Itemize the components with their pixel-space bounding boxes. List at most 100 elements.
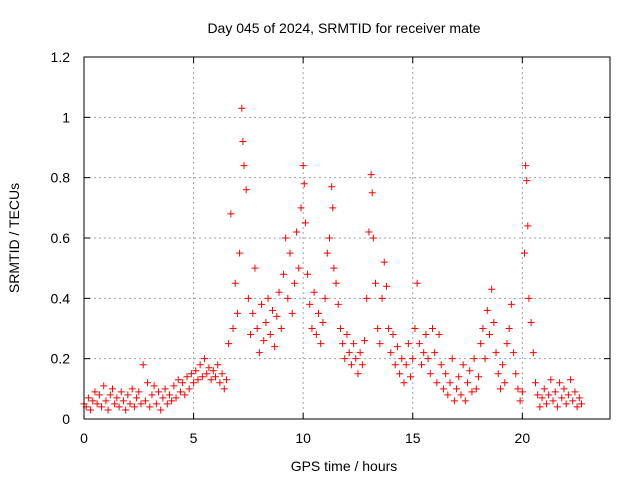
- data-point: [567, 376, 575, 384]
- data-point: [409, 355, 417, 363]
- data-point: [260, 337, 268, 345]
- data-point: [549, 397, 557, 405]
- data-point: [367, 171, 375, 179]
- data-point: [183, 373, 191, 381]
- data-point: [328, 183, 336, 191]
- data-point: [545, 391, 553, 399]
- data-point: [323, 249, 331, 257]
- data-point: [418, 361, 426, 369]
- data-point: [376, 340, 384, 348]
- data-point: [345, 349, 353, 357]
- data-point: [492, 349, 500, 357]
- data-point: [450, 397, 458, 405]
- data-point: [503, 340, 511, 348]
- y-tick-label: 0: [62, 411, 70, 427]
- data-point: [514, 385, 522, 393]
- data-point: [531, 379, 539, 387]
- data-point: [100, 382, 108, 390]
- data-point: [472, 385, 480, 393]
- data-point: [393, 343, 401, 351]
- data-point: [433, 379, 441, 387]
- data-point: [300, 180, 308, 188]
- data-point: [286, 249, 294, 257]
- data-point: [89, 397, 97, 405]
- data-point: [371, 279, 379, 287]
- data-point: [161, 385, 169, 393]
- data-point: [499, 361, 507, 369]
- data-point: [242, 186, 250, 194]
- data-point: [247, 331, 255, 339]
- data-point: [315, 309, 323, 317]
- data-point: [422, 331, 430, 339]
- data-point: [168, 397, 176, 405]
- data-point: [562, 400, 570, 408]
- data-point: [297, 204, 305, 212]
- data-point: [321, 294, 329, 302]
- data-point: [529, 349, 537, 357]
- data-point: [391, 361, 399, 369]
- data-point: [312, 331, 320, 339]
- data-point: [249, 309, 257, 317]
- data-point: [448, 355, 456, 363]
- data-point: [106, 391, 114, 399]
- data-point: [455, 373, 463, 381]
- data-point: [194, 376, 202, 384]
- data-point: [329, 204, 337, 212]
- data-point: [84, 394, 92, 402]
- data-point: [396, 370, 404, 378]
- x-axis-title: GPS time / hours: [291, 458, 398, 474]
- data-point: [464, 379, 472, 387]
- data-point: [534, 391, 542, 399]
- data-point: [135, 388, 143, 396]
- data-point: [542, 400, 550, 408]
- data-point: [564, 391, 572, 399]
- data-point: [113, 394, 121, 402]
- data-point: [428, 325, 436, 332]
- data-point: [93, 400, 101, 408]
- data-point: [192, 367, 200, 375]
- data-point: [365, 228, 373, 236]
- data-point: [398, 355, 406, 363]
- data-point: [122, 406, 130, 414]
- data-point: [363, 294, 371, 302]
- data-point: [115, 403, 123, 411]
- data-point: [475, 373, 482, 381]
- data-point: [521, 249, 529, 257]
- data-point: [152, 400, 160, 408]
- data-point: [102, 397, 110, 405]
- data-point: [332, 279, 340, 287]
- data-point: [468, 388, 476, 396]
- data-point: [306, 300, 314, 308]
- data-point: [494, 370, 502, 378]
- data-point: [446, 379, 454, 387]
- data-point: [225, 340, 233, 348]
- data-point: [244, 294, 252, 302]
- data-point: [325, 234, 333, 242]
- data-point: [558, 394, 566, 402]
- data-point: [435, 331, 443, 339]
- data-point: [387, 349, 395, 357]
- data-point: [214, 361, 222, 369]
- data-point: [453, 385, 461, 393]
- data-point: [266, 331, 274, 339]
- data-point: [483, 306, 491, 314]
- data-point: [571, 388, 579, 396]
- data-point: [288, 309, 296, 317]
- data-point: [512, 370, 520, 378]
- data-point: [227, 210, 235, 218]
- data-point: [415, 340, 423, 348]
- data-point: [573, 403, 581, 411]
- data-point: [439, 385, 447, 393]
- data-point: [551, 388, 559, 396]
- data-point: [404, 340, 412, 348]
- data-point: [488, 285, 496, 293]
- data-point: [457, 391, 465, 399]
- y-tick-label: 0.6: [51, 230, 71, 246]
- data-point: [262, 318, 270, 326]
- data-point: [139, 361, 147, 369]
- data-point: [119, 397, 127, 405]
- data-point: [358, 361, 366, 369]
- data-point: [284, 294, 292, 302]
- data-point: [538, 394, 546, 402]
- data-point: [354, 370, 362, 378]
